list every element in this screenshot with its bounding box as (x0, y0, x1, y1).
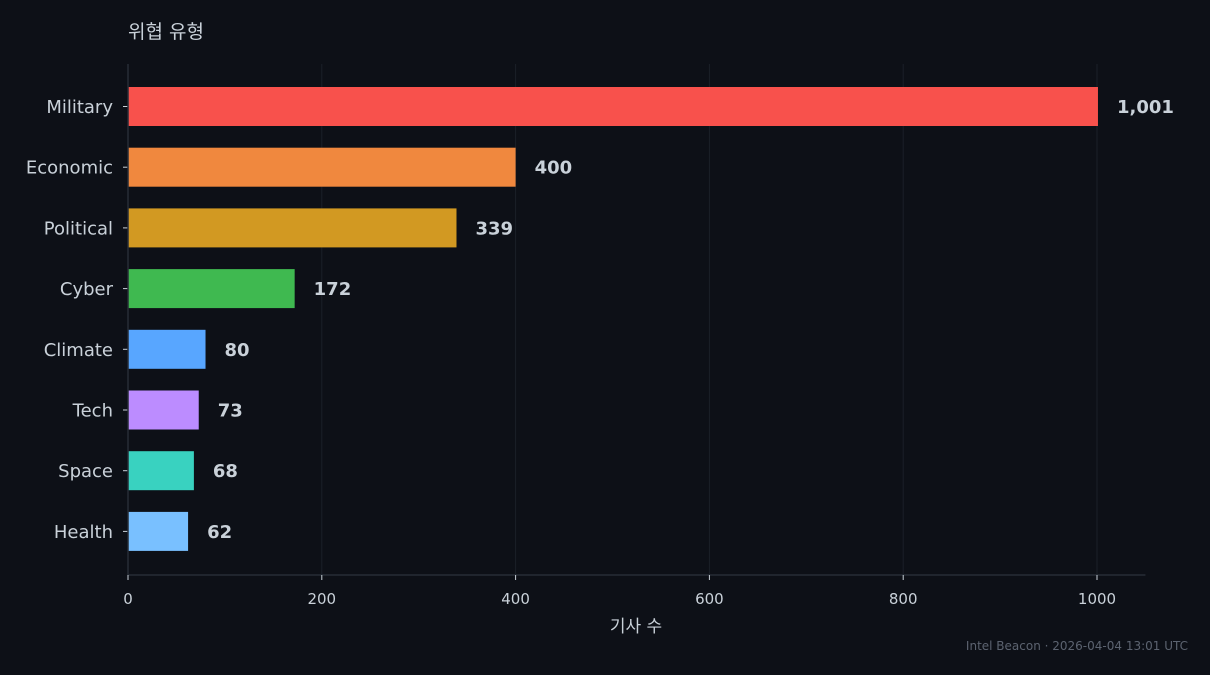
value-label-political: 339 (475, 218, 513, 239)
chart-title: 위협 유형 (128, 21, 204, 43)
category-label-health: Health (54, 522, 113, 543)
category-label-space: Space (58, 461, 113, 482)
x-axis-title: 기사 수 (610, 617, 662, 637)
category-label-economic: Economic (26, 158, 113, 179)
bar-tech (128, 390, 199, 430)
value-label-military: 1,001 (1117, 97, 1174, 118)
value-label-health: 62 (207, 522, 232, 543)
x-tick-label-400: 400 (501, 590, 530, 608)
value-label-climate: 80 (225, 340, 250, 361)
bar-political (128, 208, 457, 248)
value-label-economic: 400 (535, 158, 573, 179)
bars: 1,001 400 339 172 80 73 68 62 (128, 87, 1174, 551)
bar-climate (128, 329, 206, 369)
category-label-military: Military (46, 97, 113, 118)
bar-space (128, 451, 194, 491)
x-tick-label-600: 600 (695, 590, 724, 608)
value-label-space: 68 (213, 461, 238, 482)
category-label-climate: Climate (44, 340, 113, 361)
value-label-cyber: 172 (314, 279, 352, 300)
x-tick-label-1000: 1000 (1078, 590, 1116, 608)
x-tick-label-200: 200 (307, 590, 336, 608)
x-tick-label-800: 800 (889, 590, 918, 608)
bar-economic (128, 147, 516, 187)
x-tick-label-0: 0 (123, 590, 133, 608)
category-label-cyber: Cyber (60, 279, 114, 300)
footer-timestamp: Intel Beacon · 2026-04-04 13:01 UTC (966, 639, 1188, 653)
value-label-tech: 73 (218, 401, 243, 422)
category-label-political: Political (44, 218, 113, 239)
axes: Military Economic Political Cyber Climate Tec… (26, 64, 1146, 608)
grid-lines (127, 64, 1098, 575)
category-label-tech: Tech (72, 401, 113, 422)
bar-cyber (128, 269, 295, 309)
bar-military (128, 87, 1098, 126)
bar-health (128, 511, 189, 551)
